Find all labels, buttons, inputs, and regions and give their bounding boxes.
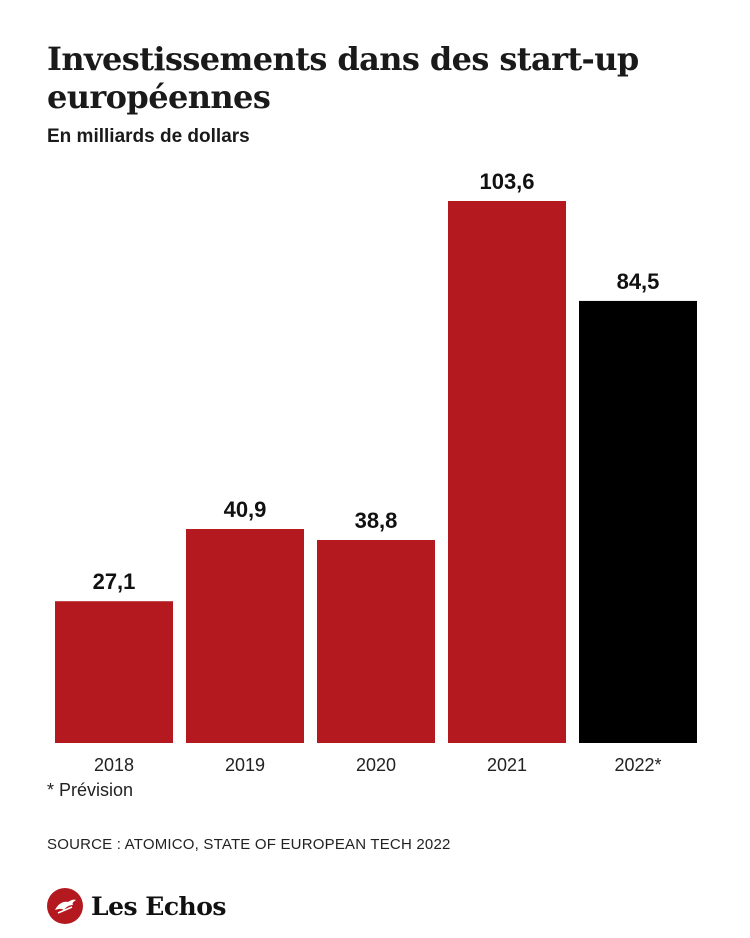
- value-label-2022-forecast: 84,5: [617, 269, 660, 294]
- value-label-2021: 103,6: [479, 169, 534, 194]
- brand-name: Les Echos: [91, 891, 226, 921]
- les-echos-logo-icon: [47, 888, 83, 924]
- bar-2021: [448, 201, 566, 743]
- category-label-2019: 2019: [225, 755, 265, 775]
- forecast-note: * Prévision: [47, 780, 134, 800]
- category-label-2020: 2020: [356, 755, 396, 775]
- bar-2018: [55, 601, 173, 743]
- source-text: SOURCE : ATOMICO, STATE OF EUROPEAN TECH…: [47, 836, 451, 853]
- value-label-2018: 27,1: [93, 569, 136, 594]
- chart-subtitle: En milliards de dollars: [47, 126, 250, 147]
- category-label-2021: 2021: [487, 755, 527, 775]
- value-label-2020: 38,8: [355, 508, 398, 533]
- brand-logo: Les Echos: [47, 888, 226, 924]
- bar-2019: [186, 529, 304, 743]
- category-label-2022-forecast: 2022*: [614, 755, 661, 775]
- chart-title: Investissements dans des start-up europé…: [47, 40, 639, 116]
- bar-2020: [317, 540, 435, 743]
- bar-2022-forecast: [579, 300, 697, 743]
- value-label-2019: 40,9: [224, 497, 267, 522]
- category-label-2018: 2018: [94, 755, 134, 775]
